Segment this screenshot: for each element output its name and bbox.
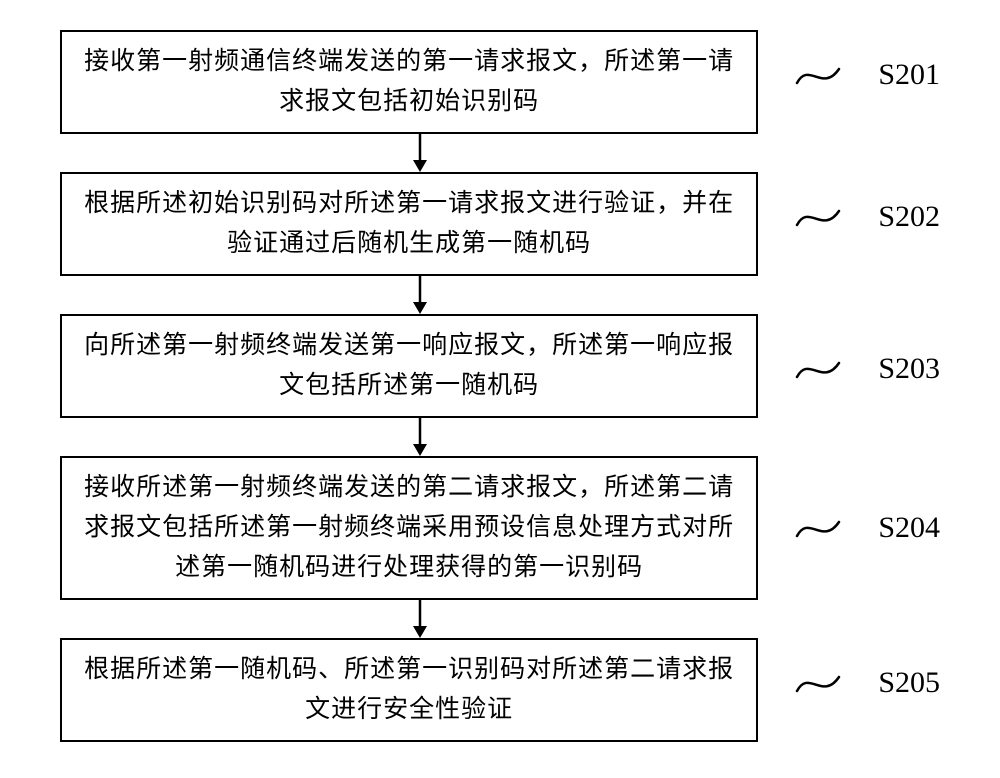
connector [758, 465, 878, 591]
step-text: 根据所述第一随机码、所述第一识别码对所述第二请求报文进行安全性验证 [76, 650, 742, 730]
connector [758, 37, 878, 127]
step-row-s201: 接收第一射频通信终端发送的第一请求报文，所述第一请求报文包括初始识别码 S201 [60, 30, 940, 134]
arrow-down [60, 600, 780, 638]
step-label-s202: S202 [878, 200, 940, 234]
step-box-s201: 接收第一射频通信终端发送的第一请求报文，所述第一请求报文包括初始识别码 [60, 30, 758, 134]
step-text: 向所述第一射频终端发送第一响应报文，所述第一响应报文包括所述第一随机码 [76, 326, 742, 406]
step-box-s203: 向所述第一射频终端发送第一响应报文，所述第一响应报文包括所述第一随机码 [60, 314, 758, 418]
step-text: 接收第一射频通信终端发送的第一请求报文，所述第一请求报文包括初始识别码 [76, 42, 742, 122]
arrow-down [60, 276, 780, 314]
arrow-down [60, 418, 780, 456]
flowchart: 接收第一射频通信终端发送的第一请求报文，所述第一请求报文包括初始识别码 S201… [60, 30, 940, 742]
step-box-s205: 根据所述第一随机码、所述第一识别码对所述第二请求报文进行安全性验证 [60, 638, 758, 742]
step-row-s202: 根据所述初始识别码对所述第一请求报文进行验证，并在验证通过后随机生成第一随机码 … [60, 172, 940, 276]
step-text: 根据所述初始识别码对所述第一请求报文进行验证，并在验证通过后随机生成第一随机码 [76, 184, 742, 264]
step-label-s205: S205 [878, 666, 940, 700]
step-text: 接收所述第一射频终端发送的第二请求报文，所述第二请求报文包括所述第一射频终端采用… [76, 468, 742, 588]
step-label-s203: S203 [878, 352, 940, 386]
step-row-s204: 接收所述第一射频终端发送的第二请求报文，所述第二请求报文包括所述第一射频终端采用… [60, 456, 940, 600]
step-label-s204: S204 [878, 511, 940, 545]
step-row-s203: 向所述第一射频终端发送第一响应报文，所述第一响应报文包括所述第一随机码 S203 [60, 314, 940, 418]
step-label-s201: S201 [878, 58, 940, 92]
arrow-down [60, 134, 780, 172]
step-row-s205: 根据所述第一随机码、所述第一识别码对所述第二请求报文进行安全性验证 S205 [60, 638, 940, 742]
step-box-s202: 根据所述初始识别码对所述第一请求报文进行验证，并在验证通过后随机生成第一随机码 [60, 172, 758, 276]
connector [758, 321, 878, 411]
step-box-s204: 接收所述第一射频终端发送的第二请求报文，所述第二请求报文包括所述第一射频终端采用… [60, 456, 758, 600]
connector [758, 179, 878, 269]
connector [758, 645, 878, 735]
